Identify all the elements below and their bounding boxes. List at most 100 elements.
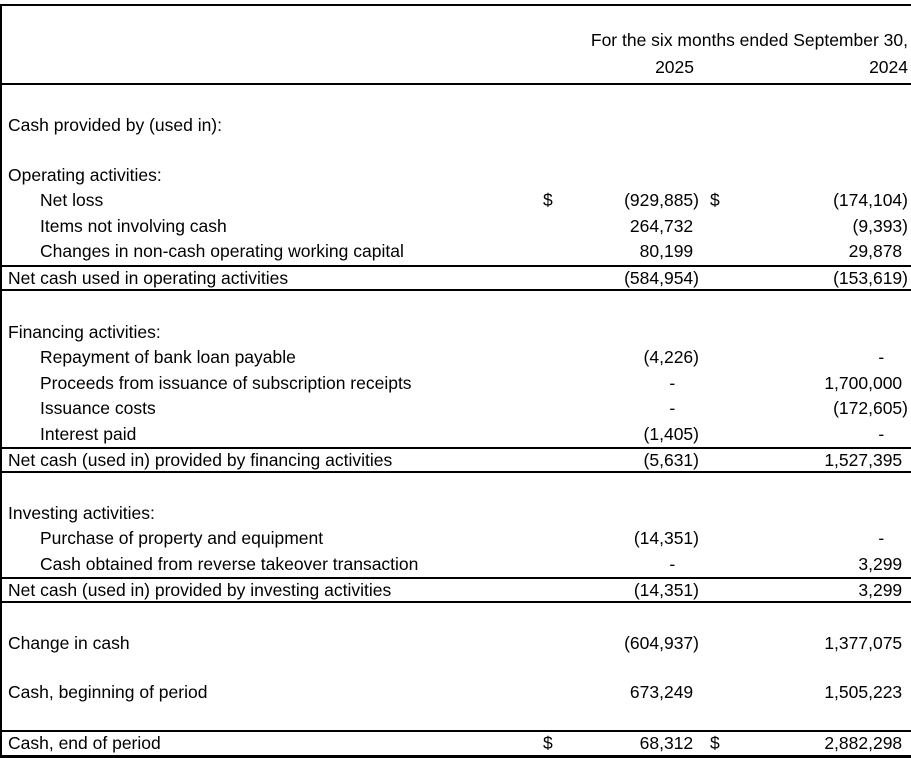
- total-row: Net cash (used in) provided by financing…: [2, 446, 911, 473]
- currency-symbol-2025: [541, 526, 561, 551]
- currency-symbol-2025: $: [543, 732, 553, 753]
- column-gap: [699, 267, 708, 289]
- column-gap: [699, 163, 708, 188]
- amount-2025: 80,199): [639, 241, 694, 262]
- statement-row: Net loss $ (929,885) $ (174,104): [2, 188, 911, 213]
- amount-2024: 1,377,075): [824, 633, 903, 654]
- column-gap: [699, 680, 708, 705]
- amount-2024: 1,700,000): [824, 372, 903, 393]
- column-gap: [699, 732, 708, 755]
- currency-symbol-2025: [541, 214, 561, 239]
- column-gap: [699, 345, 708, 370]
- row-label: Items not involving cash: [40, 215, 227, 236]
- statement-row: Items not involving cash 264,732) (9,393): [2, 214, 911, 239]
- currency-symbol-2025: [541, 267, 561, 289]
- statement-row: Cash, beginning of period 673,249) 1,505,2…: [2, 680, 911, 705]
- total-row: Net cash used in operating activities (58…: [2, 264, 911, 291]
- amount-2025: (1,405): [643, 423, 699, 444]
- statement-row: Changes in non-cash operating working ca…: [2, 239, 911, 264]
- row-label: Interest paid: [40, 423, 137, 444]
- amount-2024: -): [878, 423, 885, 444]
- currency-symbol-2024: [708, 239, 728, 264]
- amount-2024: [728, 320, 908, 345]
- amount-2025: (929,885): [624, 190, 699, 211]
- column-gap: [699, 526, 708, 551]
- year-column-2024: 2024: [869, 57, 908, 77]
- amount-2024: 1,505,223): [824, 682, 903, 703]
- currency-symbol-2024: [708, 163, 728, 188]
- column-gap: [699, 214, 708, 239]
- column-gap: [699, 501, 708, 526]
- amount-2025: -): [669, 372, 676, 393]
- currency-symbol-2025: [541, 345, 561, 370]
- currency-symbol-2025: [541, 320, 561, 345]
- amount-2024: 2,882,298): [824, 732, 903, 753]
- currency-symbol-2024: [708, 552, 728, 577]
- row-label: Financing activities:: [8, 321, 161, 342]
- row-label: Net loss: [40, 190, 104, 211]
- amount-2024: 29,878): [848, 241, 903, 262]
- currency-symbol-2024: [708, 579, 728, 601]
- amount-2024: (9,393): [852, 215, 908, 236]
- grand-row: Cash, end of period $68,312) $2,882,298): [2, 729, 911, 758]
- amount-2024: 3,299): [858, 580, 903, 601]
- year-header-row: 2025 2024: [2, 55, 911, 80]
- currency-symbol-2025: [541, 371, 561, 396]
- amount-2025: [561, 113, 699, 138]
- row-label: Cash provided by (used in):: [8, 115, 222, 135]
- amount-2024: [728, 163, 908, 188]
- currency-symbol-2025: [541, 449, 561, 471]
- currency-symbol-2024: [708, 449, 728, 471]
- row-label: Net cash used in operating activities: [8, 267, 289, 288]
- amount-2024: -): [878, 528, 885, 549]
- currency-symbol-2024: [708, 680, 728, 705]
- statement-row: Purchase of property and equipment (14,35…: [2, 526, 911, 551]
- currency-symbol-2025: [541, 501, 561, 526]
- currency-symbol-2025: [541, 239, 561, 264]
- column-gap: [699, 631, 708, 656]
- currency-symbol-2024: [708, 422, 728, 447]
- currency-symbol-2025: [541, 631, 561, 656]
- currency-symbol-2024: [708, 396, 728, 421]
- row-label: Net cash (used in) provided by investing…: [8, 580, 392, 601]
- column-gap: [699, 239, 708, 264]
- amount-2025: [561, 501, 699, 526]
- amount-2025: (584,954): [624, 267, 699, 288]
- year-column-2025: 2025: [655, 57, 694, 77]
- column-gap: [699, 579, 708, 601]
- amount-2024: [728, 501, 908, 526]
- currency-symbol-2024: [708, 214, 728, 239]
- row-label: Changes in non-cash operating working ca…: [40, 241, 404, 262]
- total-row: Net cash (used in) provided by investing…: [2, 577, 911, 604]
- statement-body: Cash provided by (used in): Operating act…: [2, 113, 911, 758]
- row-label: Net cash (used in) provided by financing…: [8, 449, 393, 470]
- amount-2024: 3,299): [858, 553, 903, 574]
- statement-row: Change in cash (604,937) 1,377,075): [2, 631, 911, 656]
- amount-2024: (153,619): [833, 267, 908, 288]
- amount-2025: (604,937): [624, 633, 699, 654]
- amount-2024: 1,527,395): [824, 449, 903, 470]
- spacer-cell: [699, 55, 708, 80]
- row-label: Cash, end of period: [8, 732, 161, 753]
- row-label: Issuance costs: [40, 398, 156, 419]
- currency-symbol-2025: [541, 163, 561, 188]
- row-label: Proceeds from issuance of subscription r…: [40, 372, 412, 393]
- row-label: Repayment of bank loan payable: [40, 347, 296, 368]
- column-gap: [699, 422, 708, 447]
- column-gap: [699, 188, 708, 213]
- row-label: Purchase of property and equipment: [40, 528, 324, 549]
- table-header: For the six months ended September 30, 2…: [2, 6, 911, 85]
- row-label: Operating activities:: [8, 164, 162, 185]
- statement-row: Proceeds from issuance of subscription r…: [2, 371, 911, 396]
- amount-2025: (5,631): [643, 449, 699, 470]
- currency-symbol-2025: [541, 552, 561, 577]
- currency-symbol-2024: [708, 345, 728, 370]
- amount-2024: [728, 113, 908, 138]
- currency-symbol-2024: [708, 526, 728, 551]
- currency-symbol-2024: $: [710, 732, 720, 753]
- statement-row: Cash provided by (used in):: [2, 113, 911, 138]
- currency-symbol-2025: [541, 396, 561, 421]
- amount-2025: 264,732): [629, 215, 694, 236]
- currency-symbol-2024: [708, 267, 728, 289]
